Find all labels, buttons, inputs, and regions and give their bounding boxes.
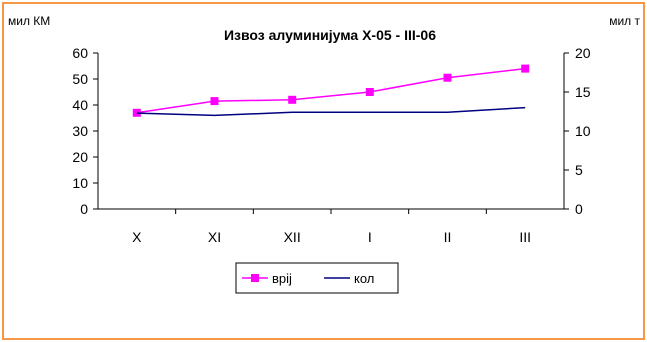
left-tick-label: 50 — [72, 71, 88, 87]
right-tick-label: 20 — [575, 45, 591, 61]
left-axis-unit-label: мил КМ — [8, 14, 50, 28]
right-tick-label: 15 — [575, 84, 591, 100]
legend-marker-vrij — [251, 274, 259, 282]
data-point-marker — [210, 97, 219, 106]
series-line-1 — [136, 106, 526, 117]
series-line-0 — [136, 67, 526, 114]
right-tick-label: 5 — [575, 162, 583, 178]
left-tick-label: 0 — [80, 201, 88, 217]
left-tick-label: 30 — [72, 123, 88, 139]
x-tick-label: X — [132, 229, 142, 245]
right-tick-label: 10 — [575, 123, 591, 139]
right-axis-unit-label: мил т — [609, 14, 640, 28]
x-tick-label: III — [519, 229, 531, 245]
series-layer — [132, 64, 530, 117]
x-tick-label: XI — [208, 229, 221, 245]
legend-label-vrij: врij — [272, 271, 292, 286]
left-tick-label: 60 — [72, 45, 88, 61]
data-point-marker — [288, 95, 297, 104]
x-tick-label: II — [444, 229, 452, 245]
x-tick-label: XII — [284, 229, 301, 245]
data-point-marker — [132, 108, 141, 117]
chart-title: Извоз алуминијума X-05 - III-06 — [224, 27, 436, 43]
legend-label-kol: кол — [354, 271, 374, 286]
legend: врij кол — [235, 262, 399, 294]
left-tick-label: 40 — [72, 97, 88, 113]
x-tick-label: I — [368, 229, 372, 245]
data-point-marker — [365, 88, 374, 96]
left-tick-label: 20 — [72, 149, 88, 165]
data-point-marker — [443, 73, 452, 82]
right-tick-label: 0 — [575, 201, 583, 217]
left-tick-label: 10 — [72, 175, 88, 191]
data-point-marker — [521, 64, 530, 73]
